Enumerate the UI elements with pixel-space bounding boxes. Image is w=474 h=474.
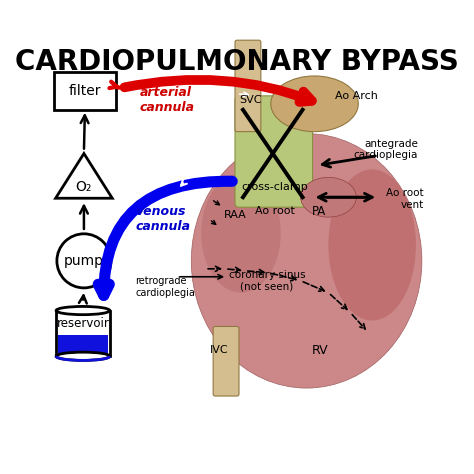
FancyArrowPatch shape	[109, 82, 118, 88]
Text: coronary sinus
(not seen): coronary sinus (not seen)	[228, 270, 305, 292]
Text: venous
cannula: venous cannula	[136, 205, 191, 233]
FancyBboxPatch shape	[56, 310, 110, 356]
Text: Ao root: Ao root	[255, 206, 295, 216]
Polygon shape	[55, 154, 112, 198]
Text: arterial
cannula: arterial cannula	[139, 86, 195, 114]
Text: IVC: IVC	[210, 346, 228, 356]
FancyBboxPatch shape	[54, 72, 116, 110]
Ellipse shape	[328, 169, 416, 320]
Circle shape	[57, 234, 111, 288]
Ellipse shape	[56, 352, 110, 360]
Ellipse shape	[271, 76, 358, 132]
FancyBboxPatch shape	[235, 96, 312, 207]
Text: retrograde
cardioplegia: retrograde cardioplegia	[136, 276, 195, 298]
Text: SVC: SVC	[240, 95, 262, 105]
Text: RAA: RAA	[224, 210, 246, 220]
Text: RV: RV	[312, 344, 329, 357]
Text: reservoir: reservoir	[56, 317, 109, 330]
FancyBboxPatch shape	[213, 327, 239, 396]
FancyArrowPatch shape	[124, 80, 312, 102]
Ellipse shape	[56, 306, 110, 315]
Text: cross-clamp: cross-clamp	[241, 182, 308, 192]
Ellipse shape	[301, 177, 356, 217]
Text: Ao root
vent: Ao root vent	[386, 189, 424, 210]
Text: antegrade
cardioplegia: antegrade cardioplegia	[354, 139, 418, 160]
Ellipse shape	[191, 134, 422, 388]
FancyBboxPatch shape	[58, 335, 108, 355]
Text: CARDIOPULMONARY BYPASS: CARDIOPULMONARY BYPASS	[15, 48, 459, 76]
Ellipse shape	[201, 173, 281, 292]
Text: pump: pump	[64, 254, 104, 268]
Text: O₂: O₂	[76, 180, 92, 194]
FancyBboxPatch shape	[235, 40, 261, 132]
Text: filter: filter	[69, 84, 101, 98]
Text: PA: PA	[311, 205, 326, 218]
Text: Ao Arch: Ao Arch	[335, 91, 378, 101]
FancyArrowPatch shape	[98, 181, 232, 295]
